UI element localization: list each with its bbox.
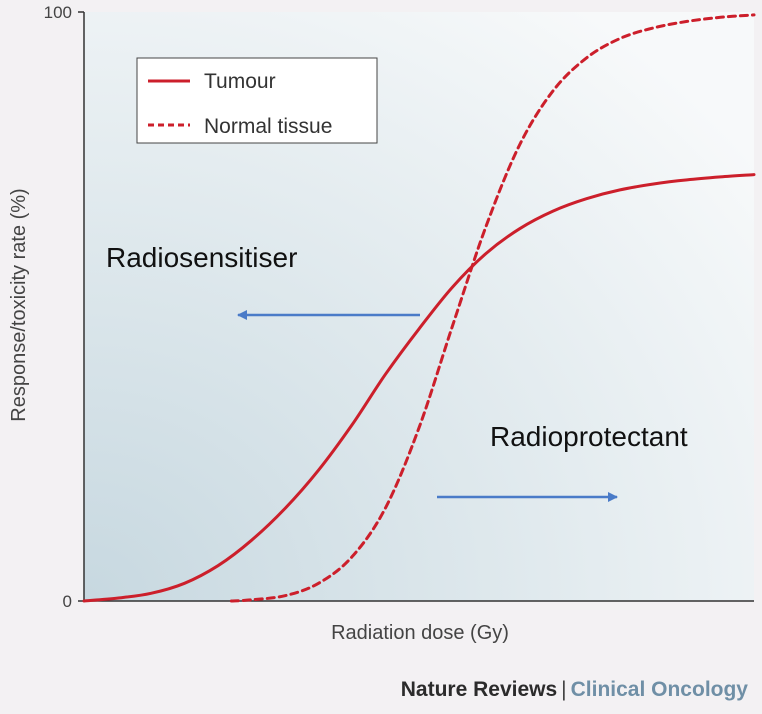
series-line-tumour — [82, 173, 756, 603]
series-layer — [82, 13, 756, 603]
annotation-radiosensitiser: Radiosensitiser — [106, 242, 297, 273]
legend-label-normal-tissue: Normal tissue — [204, 115, 332, 138]
legend: Tumour Normal tissue — [136, 57, 378, 144]
y-tick-label-0: 0 — [63, 592, 72, 611]
credit-journal: Clinical Oncology — [570, 678, 748, 701]
series-line-normal-tissue — [229, 13, 756, 603]
figure-credit: Nature Reviews | Clinical Oncology — [401, 678, 748, 702]
x-axis-label: Radiation dose (Gy) — [331, 622, 509, 644]
legend-label-tumour: Tumour — [204, 70, 276, 93]
y-axis-label: Response/toxicity rate (%) — [8, 188, 30, 421]
annotation-radioprotectant: Radioprotectant — [490, 421, 688, 452]
y-tick-label-100: 100 — [44, 3, 72, 22]
chart: 0 100 Response/toxicity rate (%) Radiati… — [8, 3, 756, 644]
legend-box — [136, 57, 378, 144]
credit-separator: | — [561, 678, 567, 701]
credit-publisher: Nature Reviews — [400, 678, 558, 701]
